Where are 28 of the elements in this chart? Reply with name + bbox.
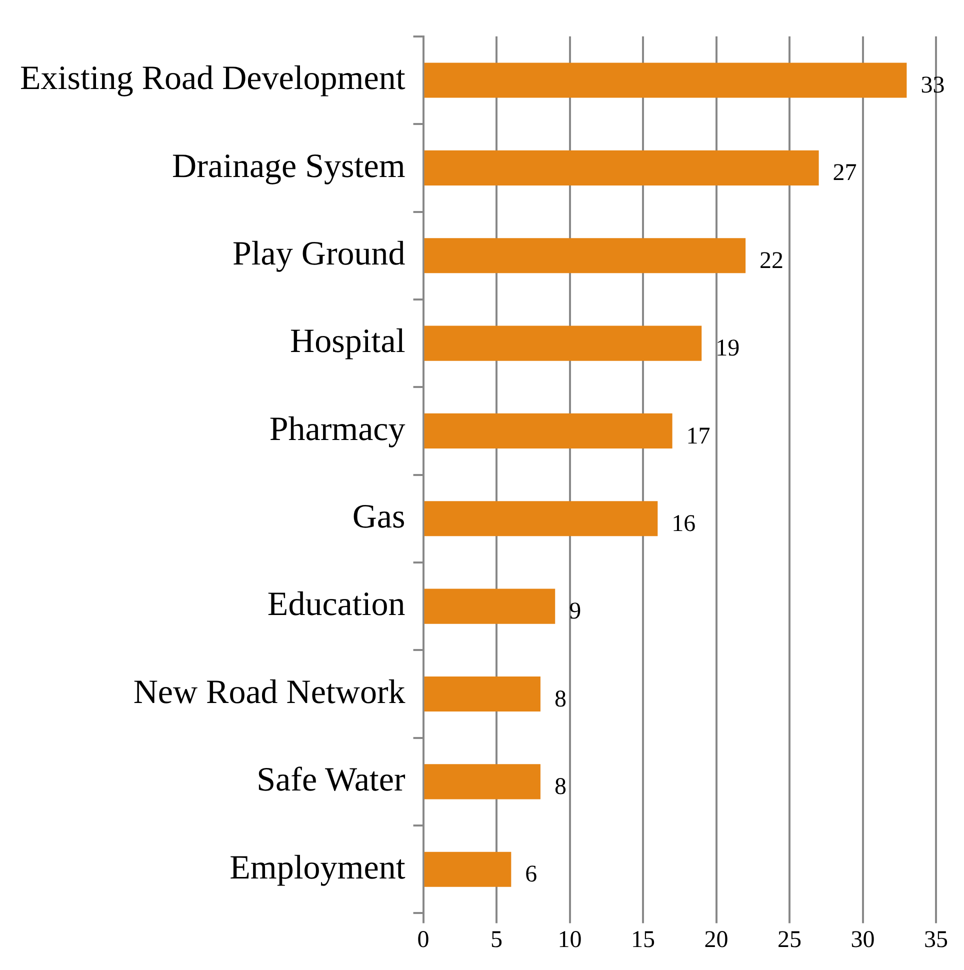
x-tick-label: 15	[631, 926, 656, 953]
y-tick-label: Existing Road Development	[20, 60, 406, 98]
data-label: 22	[760, 248, 784, 274]
y-tick-label: Safe Water	[256, 762, 406, 799]
y-tick-label: Education	[267, 586, 406, 624]
data-label: 8	[554, 774, 566, 800]
data-label: 9	[569, 598, 582, 625]
y-tick-label: New Road Network	[133, 674, 406, 711]
y-tick-label: Employment	[230, 849, 406, 886]
y-tick-label: Gas	[352, 498, 406, 536]
data-label: 6	[525, 862, 538, 888]
y-tick-label: Hospital	[290, 323, 406, 360]
y-tick-label: Play Ground	[232, 236, 406, 273]
x-tick-label: 35	[924, 926, 948, 953]
y-tick-label: Pharmacy	[269, 410, 406, 448]
data-label: 19	[716, 336, 740, 362]
y-tick-label: Drainage System	[172, 148, 406, 185]
x-tick-label: 25	[778, 926, 802, 953]
x-tick-label: 5	[490, 926, 503, 953]
x-tick-label: 30	[850, 926, 875, 953]
data-label: 8	[554, 686, 566, 712]
x-tick-label: 10	[558, 926, 582, 953]
x-tick-label: 0	[417, 926, 430, 953]
data-label: 16	[672, 510, 696, 537]
data-label: 17	[686, 423, 710, 450]
x-tick-label: 20	[704, 926, 728, 953]
data-label: 27	[832, 160, 857, 186]
data-label: 33	[920, 72, 945, 99]
